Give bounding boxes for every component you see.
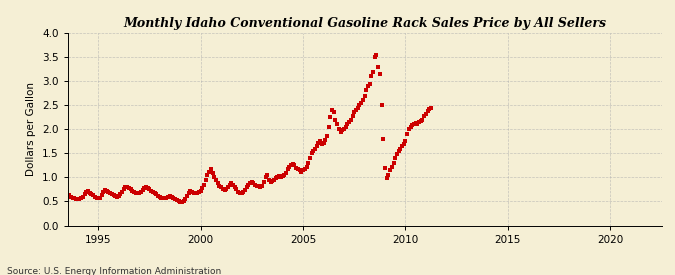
Title: Monthly Idaho Conventional Gasoline Rack Sales Price by All Sellers: Monthly Idaho Conventional Gasoline Rack…: [123, 17, 606, 31]
Text: Source: U.S. Energy Information Administration: Source: U.S. Energy Information Administ…: [7, 267, 221, 275]
Y-axis label: Dollars per Gallon: Dollars per Gallon: [26, 82, 36, 176]
